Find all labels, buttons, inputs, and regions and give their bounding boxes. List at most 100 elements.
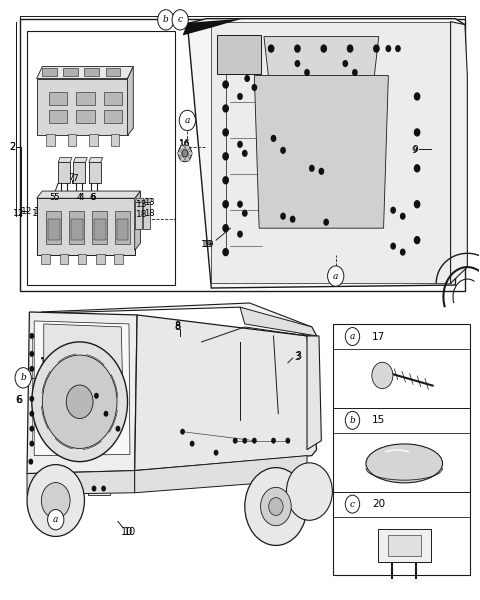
- Text: 5: 5: [49, 193, 55, 202]
- Circle shape: [222, 176, 229, 184]
- Circle shape: [414, 200, 420, 208]
- Bar: [104, 110, 122, 124]
- Text: 10: 10: [121, 527, 133, 536]
- Bar: [41, 254, 50, 264]
- Circle shape: [237, 200, 243, 208]
- Circle shape: [179, 110, 195, 131]
- Circle shape: [294, 44, 301, 53]
- Circle shape: [271, 135, 276, 142]
- Circle shape: [342, 60, 348, 67]
- Text: 17: 17: [372, 332, 385, 341]
- Bar: [46, 211, 61, 244]
- Bar: [111, 134, 120, 146]
- Circle shape: [327, 266, 344, 286]
- Text: c: c: [178, 16, 183, 25]
- Text: 11: 11: [40, 358, 52, 368]
- Polygon shape: [58, 158, 72, 163]
- Polygon shape: [36, 191, 141, 198]
- Text: 14: 14: [52, 330, 64, 340]
- Polygon shape: [36, 198, 135, 255]
- Circle shape: [190, 440, 194, 446]
- Circle shape: [214, 449, 218, 455]
- Text: 12: 12: [13, 209, 24, 218]
- Circle shape: [29, 426, 34, 431]
- Circle shape: [242, 437, 247, 443]
- Bar: [135, 202, 142, 229]
- Circle shape: [101, 485, 106, 491]
- Circle shape: [178, 151, 181, 156]
- Circle shape: [390, 206, 396, 214]
- Circle shape: [48, 509, 64, 530]
- Text: 14: 14: [119, 226, 130, 235]
- Bar: [46, 134, 55, 146]
- Circle shape: [280, 147, 286, 154]
- Circle shape: [347, 44, 353, 53]
- Text: 10: 10: [124, 527, 136, 537]
- Polygon shape: [44, 324, 123, 393]
- Circle shape: [304, 69, 310, 76]
- Text: b: b: [20, 373, 26, 382]
- Circle shape: [414, 92, 420, 101]
- Bar: [92, 211, 108, 244]
- Circle shape: [345, 328, 360, 346]
- Text: 14: 14: [52, 331, 64, 341]
- Circle shape: [323, 218, 329, 226]
- Circle shape: [372, 362, 393, 389]
- Circle shape: [280, 212, 286, 220]
- Text: 4: 4: [77, 193, 83, 202]
- Bar: [48, 92, 67, 106]
- Circle shape: [271, 437, 276, 443]
- Polygon shape: [89, 158, 103, 163]
- Text: 3: 3: [295, 350, 301, 361]
- FancyBboxPatch shape: [217, 35, 261, 74]
- Circle shape: [390, 242, 396, 250]
- Circle shape: [252, 437, 257, 443]
- Polygon shape: [36, 79, 128, 136]
- Circle shape: [242, 150, 248, 157]
- Bar: [84, 68, 99, 76]
- Circle shape: [41, 482, 70, 518]
- Circle shape: [237, 93, 243, 100]
- Polygon shape: [58, 163, 70, 183]
- Text: 9: 9: [412, 146, 418, 155]
- Polygon shape: [240, 307, 317, 336]
- Bar: [48, 219, 60, 240]
- Text: 20: 20: [372, 499, 385, 509]
- Text: 1: 1: [32, 209, 38, 218]
- Text: a: a: [185, 116, 190, 125]
- Polygon shape: [135, 191, 141, 250]
- Circle shape: [237, 230, 243, 238]
- Circle shape: [29, 440, 34, 446]
- Bar: [106, 68, 120, 76]
- Circle shape: [268, 44, 275, 53]
- Circle shape: [27, 464, 84, 536]
- Circle shape: [385, 45, 391, 52]
- Polygon shape: [36, 67, 133, 79]
- Bar: [144, 202, 151, 229]
- Circle shape: [94, 393, 99, 399]
- Circle shape: [28, 458, 33, 464]
- Circle shape: [29, 333, 34, 339]
- Text: a: a: [350, 332, 355, 341]
- Circle shape: [286, 437, 290, 443]
- Text: a: a: [53, 515, 59, 524]
- Circle shape: [269, 497, 283, 515]
- Bar: [63, 68, 78, 76]
- Circle shape: [222, 224, 229, 232]
- Circle shape: [241, 44, 248, 53]
- Circle shape: [92, 485, 96, 491]
- Circle shape: [290, 215, 296, 223]
- Circle shape: [400, 248, 406, 256]
- Text: 6: 6: [16, 395, 22, 405]
- Polygon shape: [135, 455, 307, 493]
- Bar: [60, 254, 68, 264]
- Circle shape: [222, 104, 229, 113]
- Circle shape: [222, 128, 229, 137]
- Text: 2: 2: [10, 142, 16, 152]
- Polygon shape: [211, 22, 451, 283]
- Polygon shape: [34, 321, 130, 455]
- Circle shape: [222, 152, 229, 161]
- Text: 1: 1: [34, 207, 40, 216]
- Bar: [42, 68, 57, 76]
- Polygon shape: [135, 198, 144, 202]
